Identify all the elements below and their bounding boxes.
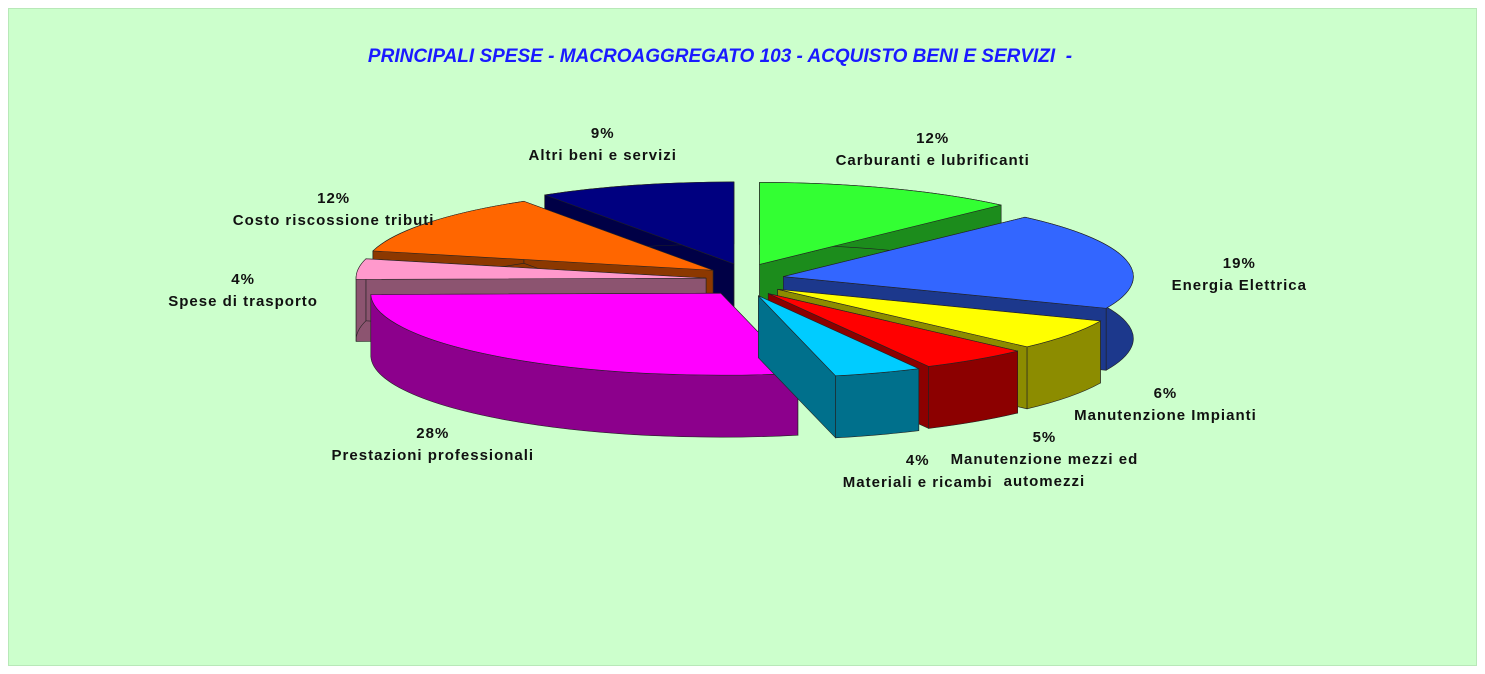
chart-title: PRINCIPALI SPESE - MACROAGGREGATO 103 - … (367, 46, 1073, 67)
category-label: Manutenzione Impianti (1074, 407, 1257, 425)
slice-label: 9% Altri beni e servizi (529, 123, 677, 167)
percent-label: 4% (905, 451, 930, 469)
slice (783, 216, 1134, 309)
slice (777, 289, 1102, 348)
category-label: Prestazioni professionali (331, 447, 535, 465)
percent-label: 12% (317, 190, 351, 208)
percent-label: 19% (1222, 254, 1256, 272)
percent-label: 28% (416, 425, 450, 443)
slice (758, 295, 920, 377)
percent-label: 4% (231, 270, 255, 288)
percent-label: 5% (1032, 428, 1057, 446)
slice (372, 200, 714, 271)
slice (370, 292, 799, 376)
category-label: Spese di trasporto (168, 292, 318, 310)
percent-label: 12% (916, 130, 950, 148)
slice (544, 181, 735, 265)
slice-label: 28% Prestazioni professionali (332, 423, 535, 467)
slice (768, 293, 1018, 367)
percent-label: 6% (1153, 385, 1178, 403)
slice (355, 258, 707, 280)
slice-label: 4% Spese di trasporto (168, 269, 318, 313)
percent-label: 9% (590, 124, 615, 142)
category-label: Costo riscossione tributi (232, 212, 435, 230)
category-label: Carburanti e lubrificanti (835, 152, 1030, 170)
slice (759, 182, 1002, 265)
category-label: Materiali e ricambi (842, 473, 993, 491)
slice-label: 5% Manutenzione mezzi ed automezzi (924, 427, 1164, 493)
slice-label: 6% Manutenzione Impianti (1074, 383, 1257, 427)
slice-label: 19% Energia Elettrica (1172, 253, 1307, 297)
slice-label: 4% Materiali e ricambi (843, 450, 993, 494)
slice-side (835, 368, 920, 439)
category-label: Energia Elettrica (1171, 276, 1307, 294)
category-label: Altri beni e servizi (528, 146, 677, 164)
slice-label: 12% Costo riscossione tributi (233, 188, 435, 232)
slice-label: 12% Carburanti e lubrificanti (836, 128, 1030, 172)
category-label: Manutenzione mezzi ed automezzi (950, 450, 1139, 490)
